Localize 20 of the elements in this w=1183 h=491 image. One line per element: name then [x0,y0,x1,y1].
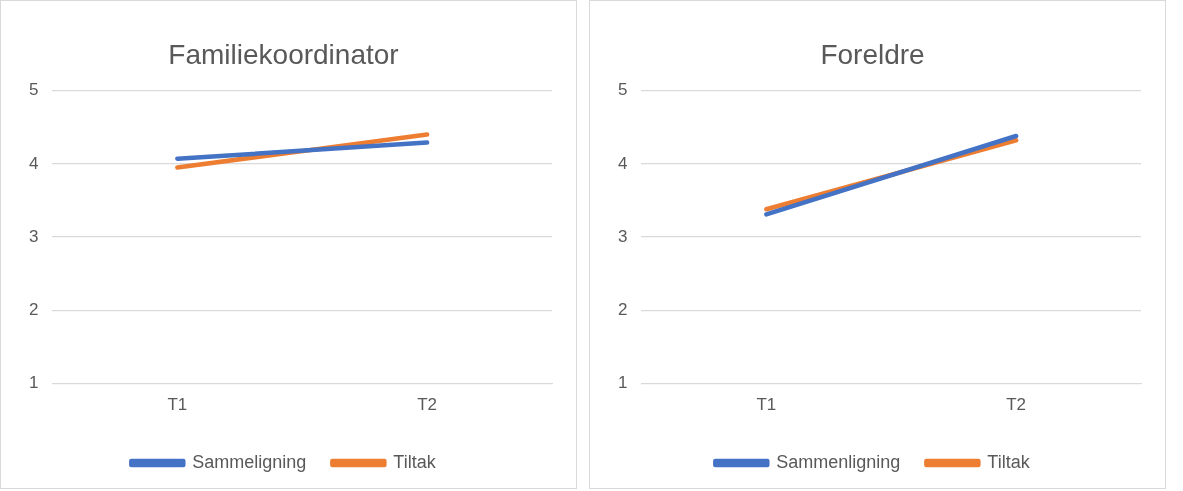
y-tick-label: 5 [28,80,39,100]
y-tick-label: 3 [617,226,628,246]
y-tick-label: 2 [617,300,628,320]
y-tick-label: 1 [617,373,628,393]
legend-label: Sammenligning [776,451,901,472]
x-tick-label: T1 [167,395,188,415]
y-tick-label: 5 [617,80,628,100]
x-tick-label: T2 [417,395,438,415]
y-tick-label: 2 [28,300,39,320]
y-tick-label: 4 [617,153,628,173]
x-tick-label: T2 [1006,395,1027,415]
x-tick-label: T1 [756,395,777,415]
y-tick-label: 1 [28,373,39,393]
chart-title: Familiekoordinator [168,38,399,70]
legend-label: Sammeligning [192,451,307,472]
legend-label: Tiltak [393,451,437,472]
legend-label: Tiltak [987,451,1031,472]
y-tick-label: 4 [28,153,39,173]
y-tick-label: 3 [28,226,39,246]
chart-title: Foreldre [820,38,925,70]
